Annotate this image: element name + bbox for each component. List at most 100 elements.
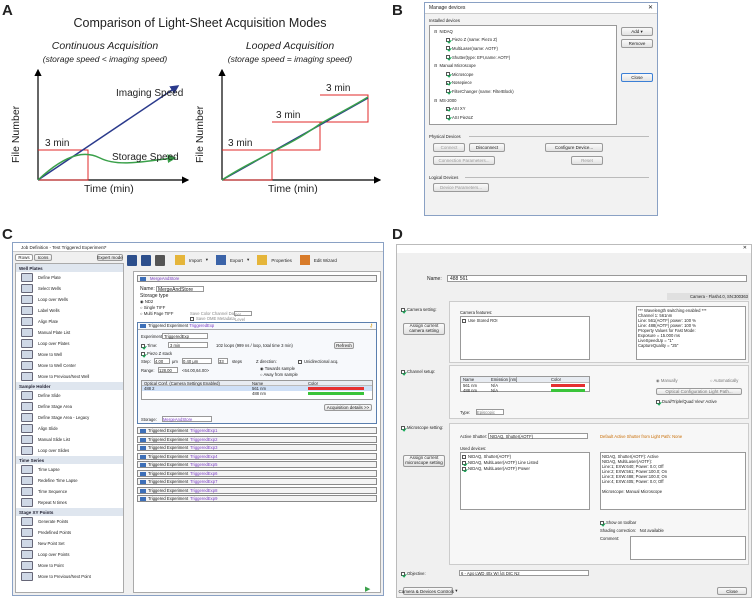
task-item[interactable]: Time Lapse	[16, 464, 123, 475]
assign-camera-button[interactable]: Assign current camera setting	[403, 323, 445, 335]
task-item[interactable]: Align Plate	[16, 316, 123, 327]
manually-radio[interactable]: ◉ Manually	[656, 378, 678, 383]
show-toolbar-checkbox[interactable]: Show on toolbar	[600, 520, 636, 525]
print-icon[interactable]	[155, 254, 165, 266]
run-icon[interactable]: ▶	[365, 586, 371, 593]
towards-sample-radio[interactable]: ◉ Towards sample	[260, 366, 296, 371]
merge-store-header[interactable]: MergeAndStore	[137, 275, 377, 282]
tree-item[interactable]: ⊟ NIDAQ	[434, 28, 453, 34]
tree-item[interactable]: FilterChanger (name: FilterBlock)	[432, 87, 614, 96]
import-icon[interactable]	[175, 255, 185, 265]
tree-item[interactable]: ⊟ Manual Microscope	[434, 63, 476, 69]
connect-button[interactable]: Connect	[433, 143, 465, 152]
task-item[interactable]: Define Stage Area - Legacy	[16, 412, 123, 423]
tree-item[interactable]: ⊟ MS-2000	[434, 97, 457, 103]
edit-wizard-button[interactable]: Edit Wizard	[313, 257, 337, 263]
used-device-item[interactable]: NIDAQ, MultiLaser(AOTF) Power	[462, 466, 588, 472]
steps-input[interactable]: 33	[218, 358, 228, 364]
acquisition-details-button[interactable]: Acquisition details >>	[324, 404, 372, 411]
export-button[interactable]: Export	[230, 257, 244, 263]
triggered-experiment-row[interactable]: Triggered Experiment TriggeredExp4	[137, 452, 377, 460]
triggered-experiment-row[interactable]: Triggered Experiment TriggeredExp1	[137, 427, 377, 434]
microscope-setting-checkbox[interactable]: Microscope setting:	[401, 425, 443, 430]
dual-view-checkbox[interactable]: Dual/Triple/Quad View' Active	[656, 399, 717, 404]
disconnect-button[interactable]: Disconnect	[469, 143, 505, 152]
camera-setting-checkbox[interactable]: Camera setting:	[401, 307, 437, 312]
channel-setup-checkbox[interactable]: Channel setup:	[401, 369, 435, 374]
piezo-z-checkbox[interactable]: Piezo Z stack	[141, 351, 172, 356]
tree-item[interactable]: Shutter(type: EPI,name: AOTF)	[432, 53, 614, 62]
add-button[interactable]: Add ▾	[621, 27, 653, 36]
task-item[interactable]: Redefine Time Lapse	[16, 475, 123, 486]
refresh-button[interactable]: Refresh	[334, 341, 354, 349]
tree-item[interactable]: Microscope	[432, 70, 614, 79]
connection-parameters-button[interactable]: Connection Parameters...	[433, 156, 495, 165]
triggered-experiment-row[interactable]: Triggered Experiment TriggeredExp9	[137, 495, 377, 502]
assign-microscope-button[interactable]: Assign current microscope setting	[403, 455, 445, 467]
key-icon[interactable]: ⚷	[369, 323, 373, 329]
oc-name-input[interactable]: 488 561	[447, 275, 747, 282]
close-icon[interactable]: ✕	[647, 5, 653, 11]
task-item[interactable]: Move to Point	[16, 560, 123, 571]
channel-row[interactable]: 561 nm N/A	[461, 383, 589, 388]
triggered-experiment-row[interactable]: Triggered Experiment TriggeredExp2	[137, 435, 377, 443]
section-header[interactable]: Well Plates	[16, 264, 123, 272]
task-item[interactable]: Manual Slide List	[16, 434, 123, 445]
close-window-icon[interactable]: ✕	[742, 245, 747, 251]
close-button[interactable]: Close	[621, 73, 653, 82]
task-item[interactable]: Align Slide	[16, 423, 123, 434]
properties-icon[interactable]	[257, 255, 268, 265]
single-tiff-radio[interactable]: ○ Single TIFF	[140, 305, 166, 310]
task-item[interactable]: Move to Well	[16, 349, 123, 360]
objective-checkbox[interactable]: Objective:	[401, 571, 426, 576]
task-item[interactable]: Label Wells	[16, 305, 123, 316]
optical-path-button[interactable]: Optical Configuration Light Path...	[656, 388, 742, 395]
step-um-input[interactable]: 0.40 μm	[182, 358, 212, 364]
time-checkbox[interactable]: Time:	[141, 343, 157, 348]
channel-table[interactable]: Name Emission [nm] Color 561 nm N/A 488 nm…	[460, 376, 590, 393]
experiment-input[interactable]: TriggeredExp	[162, 333, 208, 339]
multi-tiff-radio[interactable]: ○ Multi Page TIFF	[140, 311, 174, 316]
import-button[interactable]: Import	[189, 257, 202, 263]
objective-select[interactable]: 6 - Apo LWD 40x WI λS DIC N2	[459, 570, 589, 576]
triggered-experiment-row[interactable]: Triggered Experiment TriggeredExp8	[137, 486, 377, 494]
task-item[interactable]: Define Stage Area	[16, 401, 123, 412]
task-item[interactable]: Move to Well Center	[16, 360, 123, 371]
task-item[interactable]: Define Plate	[16, 272, 123, 283]
time-input[interactable]: 3 min	[168, 342, 208, 348]
save-icon[interactable]	[127, 254, 137, 266]
remove-button[interactable]: Remove	[621, 39, 653, 48]
range-input[interactable]: 128.00	[158, 367, 178, 373]
unidirectional-checkbox[interactable]: Unidirectional acq.	[298, 359, 338, 364]
tab-rows[interactable]: Rows	[15, 254, 33, 261]
task-item[interactable]: Loop over Wells	[16, 294, 123, 305]
triggered-experiment-row[interactable]: Triggered Experiment TriggeredExp6	[137, 469, 377, 477]
triggered-experiment-row[interactable]: Triggered Experiment TriggeredExp7	[137, 478, 377, 485]
task-item[interactable]: Loop over Slides	[16, 445, 123, 456]
camera-features-box[interactable]: Use Stored ROI	[460, 316, 590, 360]
oc-close-button[interactable]: Close	[717, 587, 747, 595]
task-item[interactable]: Manual Plate List	[16, 327, 123, 338]
task-item[interactable]: Select Wells	[16, 283, 123, 294]
used-device-item[interactable]: NIDAQ, Shutter(AOTF)	[462, 454, 588, 460]
task-item[interactable]: Time Sequence	[16, 486, 123, 497]
task-item[interactable]: Repeat N times	[16, 497, 123, 508]
task-item[interactable]: New Point Set	[16, 538, 123, 549]
section-header[interactable]: Sample Holder	[16, 382, 123, 390]
reset-button[interactable]: Reset	[571, 156, 603, 165]
tree-item[interactable]: Nosepiece	[432, 79, 614, 88]
task-item[interactable]: Generate Points	[16, 516, 123, 527]
task-item[interactable]: Loop over Plates	[16, 338, 123, 349]
section-header[interactable]: Stage XY Points	[16, 508, 123, 516]
per-level-select[interactable]: per Level	[234, 310, 252, 322]
section-header[interactable]: Time Series	[16, 456, 123, 464]
channel-row[interactable]: 488 nm N/A	[461, 388, 589, 393]
camera-devices-button[interactable]: Camera & Devices Controls ▾	[398, 587, 458, 595]
task-item[interactable]: Define Slide	[16, 390, 123, 401]
device-tree[interactable]: ⊟ NIDAQ Piezo Z (name: Piezo Z) MultiLaser(…	[429, 25, 617, 125]
task-item[interactable]: Loop over Points	[16, 549, 123, 560]
edit-wizard-icon[interactable]	[299, 255, 310, 265]
oc-row[interactable]: 488 nm	[142, 391, 372, 396]
active-shutter-select[interactable]: NIDAQ, Shutter(AOTF)	[488, 433, 588, 439]
comment-input[interactable]	[630, 536, 746, 560]
